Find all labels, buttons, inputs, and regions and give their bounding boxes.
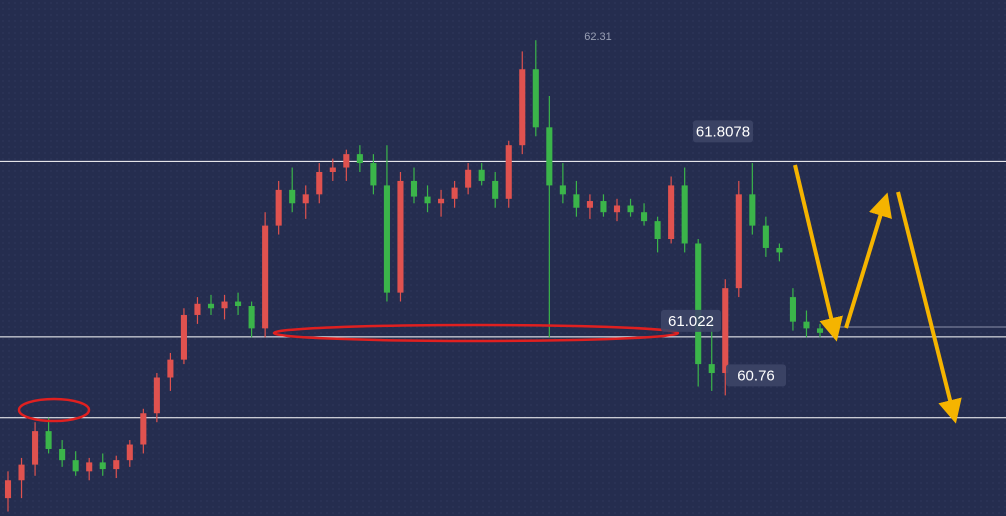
candle-body: [410, 180, 418, 197]
candle-body: [600, 201, 607, 213]
candle-body: [113, 460, 120, 470]
candle-body: [262, 225, 269, 329]
candle-body: [370, 163, 377, 186]
candle-body: [356, 154, 363, 164]
candle-body: [654, 221, 661, 240]
candle-body: [438, 198, 445, 204]
candle-body: [681, 185, 688, 244]
label-box: [661, 309, 721, 332]
candle-body: [722, 288, 729, 374]
price-label: 61.8078: [696, 123, 750, 140]
candle-body: [668, 185, 675, 240]
candle-body: [816, 328, 824, 333]
candle-body: [302, 194, 309, 204]
candle-body: [248, 306, 255, 329]
candle-body: [207, 303, 215, 309]
candle-body: [573, 194, 580, 208]
candle-body: [383, 185, 390, 293]
candle-body: [221, 301, 228, 309]
price-label: 61.022: [668, 313, 714, 330]
candle-body: [275, 189, 282, 226]
candle-body: [167, 359, 174, 378]
label-box: [726, 364, 786, 387]
candle-body: [72, 460, 79, 472]
candle-body: [397, 180, 404, 293]
candle-body: [194, 303, 201, 315]
candle-body: [641, 212, 648, 222]
candle-body: [59, 448, 66, 461]
candle-body: [235, 301, 242, 307]
label-box: [693, 120, 753, 143]
price-label: 62.31: [584, 31, 612, 43]
candle-body: [18, 464, 25, 481]
price-label: 60.76: [737, 367, 775, 384]
candle-body: [559, 185, 566, 195]
candle-body: [546, 127, 553, 186]
arrow: [844, 192, 892, 329]
candle-body: [776, 247, 783, 253]
candle-body: [180, 314, 187, 360]
arrows: [793, 164, 962, 424]
candle-body: [126, 444, 133, 461]
candle-body: [762, 225, 769, 248]
candle-body: [140, 413, 147, 445]
candle-body: [505, 145, 512, 199]
candle-body: [4, 480, 12, 499]
candle-body: [316, 172, 323, 195]
candle-body: [45, 431, 52, 449]
candle-body: [613, 205, 621, 213]
candle-body: [532, 69, 539, 128]
candle-body: [343, 154, 350, 168]
candle-body: [289, 189, 296, 204]
candle-body: [627, 205, 634, 213]
candle-body: [86, 462, 93, 472]
candle-body: [478, 169, 485, 181]
candle-body: [586, 201, 593, 208]
candle-body: [32, 431, 39, 465]
arrow: [793, 164, 843, 342]
ellipse: [17, 397, 91, 423]
candle-body: [803, 321, 810, 329]
candle-body: [329, 167, 336, 172]
labels: 62.31 61.8078 61.022 60.76: [584, 31, 786, 387]
ellipse: [272, 323, 680, 343]
candle-body: [695, 243, 702, 365]
candle-body: [735, 194, 742, 289]
candle-body: [519, 69, 526, 146]
candle-body: [789, 297, 796, 322]
candle-body: [99, 462, 106, 470]
candle-body: [465, 169, 472, 188]
candle-body: [708, 364, 715, 374]
candle-body: [451, 187, 458, 199]
candle-body: [153, 377, 160, 414]
arrow: [896, 191, 962, 424]
candle-body: [749, 194, 756, 226]
candle-body: [424, 196, 431, 204]
candle-body: [492, 180, 499, 199]
